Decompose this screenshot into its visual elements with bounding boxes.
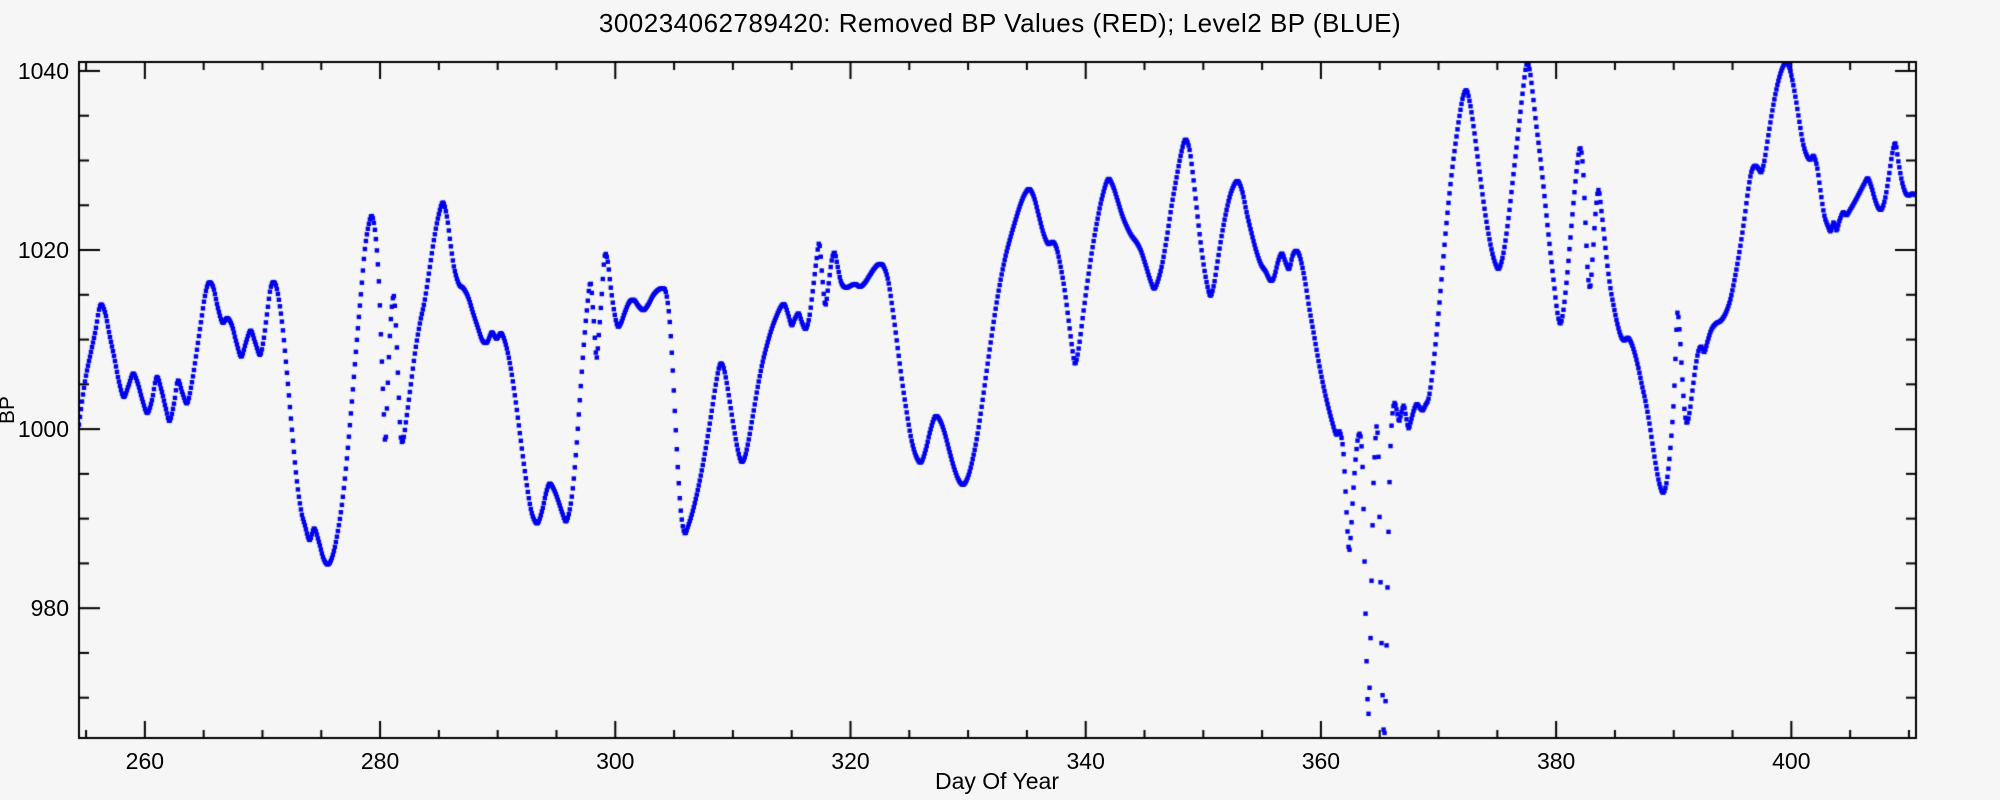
y-tick-label: 1000: [17, 416, 69, 443]
x-tick-label: 340: [1066, 748, 1105, 774]
chart-title: 300234062789420: Removed BP Values (RED)…: [598, 8, 1402, 38]
x-tick-label: 260: [125, 748, 165, 774]
x-tick-label: 380: [1536, 748, 1576, 774]
x-tick-label: 320: [831, 748, 870, 774]
x-tick-label: 360: [1301, 748, 1341, 774]
y-tick-label: 1040: [17, 57, 69, 84]
y-tick-label: 1020: [17, 237, 69, 264]
x-tick-label: 400: [1772, 748, 1811, 774]
x-tick-label: 300: [596, 748, 635, 774]
x-axis-title: Day Of Year: [934, 768, 1060, 794]
y-tick-label: 980: [30, 595, 69, 622]
x-tick-label: 280: [360, 748, 400, 774]
